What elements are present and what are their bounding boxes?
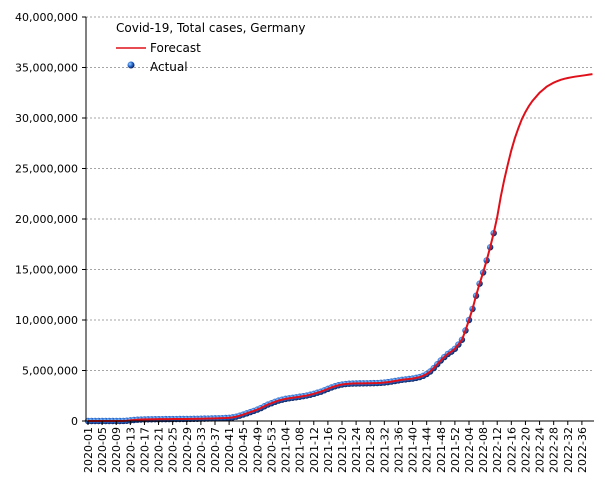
x-tick-label: 2021-32	[378, 427, 391, 473]
x-tick-label: 2021-12	[308, 427, 321, 473]
x-tick-label: 2022-20	[519, 427, 532, 473]
y-tick-label: 35,000,000	[15, 62, 78, 75]
y-tick-label: 0	[71, 415, 78, 428]
x-tick-label: 2022-12	[491, 427, 504, 473]
x-tick-label: 2020-25	[167, 427, 180, 473]
x-tick-label: 2020-49	[251, 427, 264, 473]
x-tick-label: 2020-45	[237, 427, 250, 473]
x-tick-label: 2020-09	[110, 427, 123, 473]
x-tick-label: 2021-08	[294, 427, 307, 473]
x-tick-label: 2021-52	[449, 427, 462, 473]
grid	[86, 16, 594, 422]
x-tick-label: 2022-04	[463, 427, 476, 473]
x-tick-label: 2022-24	[534, 427, 547, 473]
y-tick-label: 40,000,000	[15, 11, 78, 24]
x-tick-label: 2020-29	[181, 427, 194, 473]
x-tick-label: 2021-24	[350, 427, 363, 473]
y-tick-label: 30,000,000	[15, 112, 78, 125]
axes: 0 5,000,000 10,000,000 15,000,000 20,000,000…	[15, 11, 594, 473]
y-tick-label: 15,000,000	[15, 264, 78, 277]
x-tick-label: 2020-33	[195, 427, 208, 473]
y-tick-label: 25,000,000	[15, 163, 78, 176]
x-tick-label: 2021-28	[364, 427, 377, 473]
x-tick-label: 2021-48	[435, 427, 448, 473]
x-tick-label: 2021-04	[280, 427, 293, 473]
legend-label: Forecast	[150, 41, 201, 55]
x-tick-label: 2020-21	[153, 427, 166, 473]
legend-marker	[127, 61, 135, 69]
x-tick-label: 2020-53	[265, 427, 278, 473]
y-tick-label: 10,000,000	[15, 314, 78, 327]
y-tick-label: 5,000,000	[22, 365, 78, 378]
x-tick-label: 2022-16	[505, 427, 518, 473]
x-tick-label: 2021-20	[336, 427, 349, 473]
x-tick-label: 2022-32	[562, 427, 575, 473]
x-tick-label: 2021-16	[322, 427, 335, 473]
legend-label: Actual	[150, 60, 188, 74]
x-tick-label: 2021-40	[407, 427, 420, 473]
y-tick-label: 20,000,000	[15, 213, 78, 226]
x-tick-label: 2020-13	[124, 427, 137, 473]
x-tick-label: 2021-44	[421, 427, 434, 473]
x-tick-label: 2020-17	[138, 427, 151, 473]
x-tick-label: 2020-01	[82, 427, 95, 473]
plot-area	[84, 73, 593, 425]
x-tick-label: 2020-41	[223, 427, 236, 473]
x-tick-label: 2021-36	[392, 427, 405, 473]
x-tick-label: 2022-08	[477, 427, 490, 473]
x-tick-label: 2022-28	[548, 427, 561, 473]
x-tick-label: 2022-36	[576, 427, 589, 473]
legend: Covid-19, Total cases, Germany Forecast A…	[116, 21, 305, 74]
x-tick-label: 2020-05	[96, 427, 109, 473]
forecast-line	[88, 73, 593, 422]
x-tick-label: 2020-37	[209, 427, 222, 473]
chart-title: Covid-19, Total cases, Germany	[116, 21, 305, 35]
